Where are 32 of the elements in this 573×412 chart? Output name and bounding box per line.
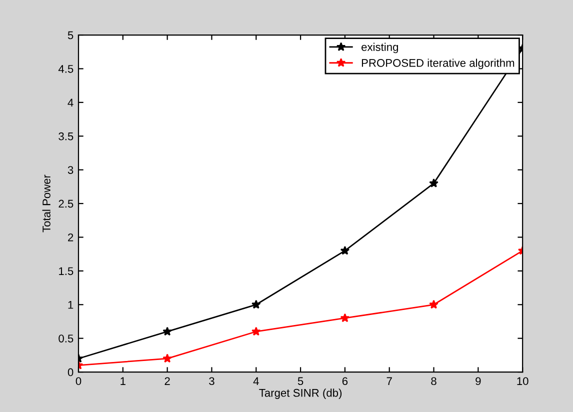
y-tick-label: 4.5 (58, 65, 74, 73)
legend-label: existing (362, 42, 398, 54)
x-tick-label: 1 (120, 377, 126, 385)
x-axis-title: Target SINR (db) (259, 388, 342, 399)
y-tick-label: 1 (68, 301, 74, 309)
y-tick-label: 4 (68, 98, 74, 106)
point (251, 300, 261, 309)
y-tick-label: 2 (68, 233, 74, 242)
x-tick-label: 2 (164, 377, 170, 385)
x-tick-label: 3 (209, 377, 214, 386)
y-tick-label: 5 (68, 31, 74, 40)
legend-label: PROPOSED iterative algorithm (362, 58, 514, 70)
x-tick-label: 8 (431, 377, 436, 386)
point (251, 326, 261, 336)
x-tick-label: 9 (476, 377, 481, 386)
y-tick-label: 0.5 (58, 334, 74, 342)
y-tick-label: 3.5 (58, 132, 74, 140)
point (340, 246, 350, 255)
y-tick-label: 2.5 (58, 200, 74, 208)
point (340, 313, 350, 322)
x-tick-label: 0 (76, 377, 82, 386)
point (429, 178, 438, 188)
y-tick-label: 0 (68, 368, 74, 376)
y-tick-label: 1.5 (59, 267, 74, 276)
x-tick-label: 10 (517, 377, 528, 386)
x-tick-label: 6 (342, 377, 348, 386)
y-tick-label: 3 (68, 166, 74, 174)
x-tick-label: 7 (386, 377, 392, 385)
y-axis-title: Total Power (42, 174, 50, 232)
x-tick-label: 4 (253, 377, 259, 385)
point (429, 300, 438, 309)
x-tick-label: 5 (298, 377, 304, 386)
